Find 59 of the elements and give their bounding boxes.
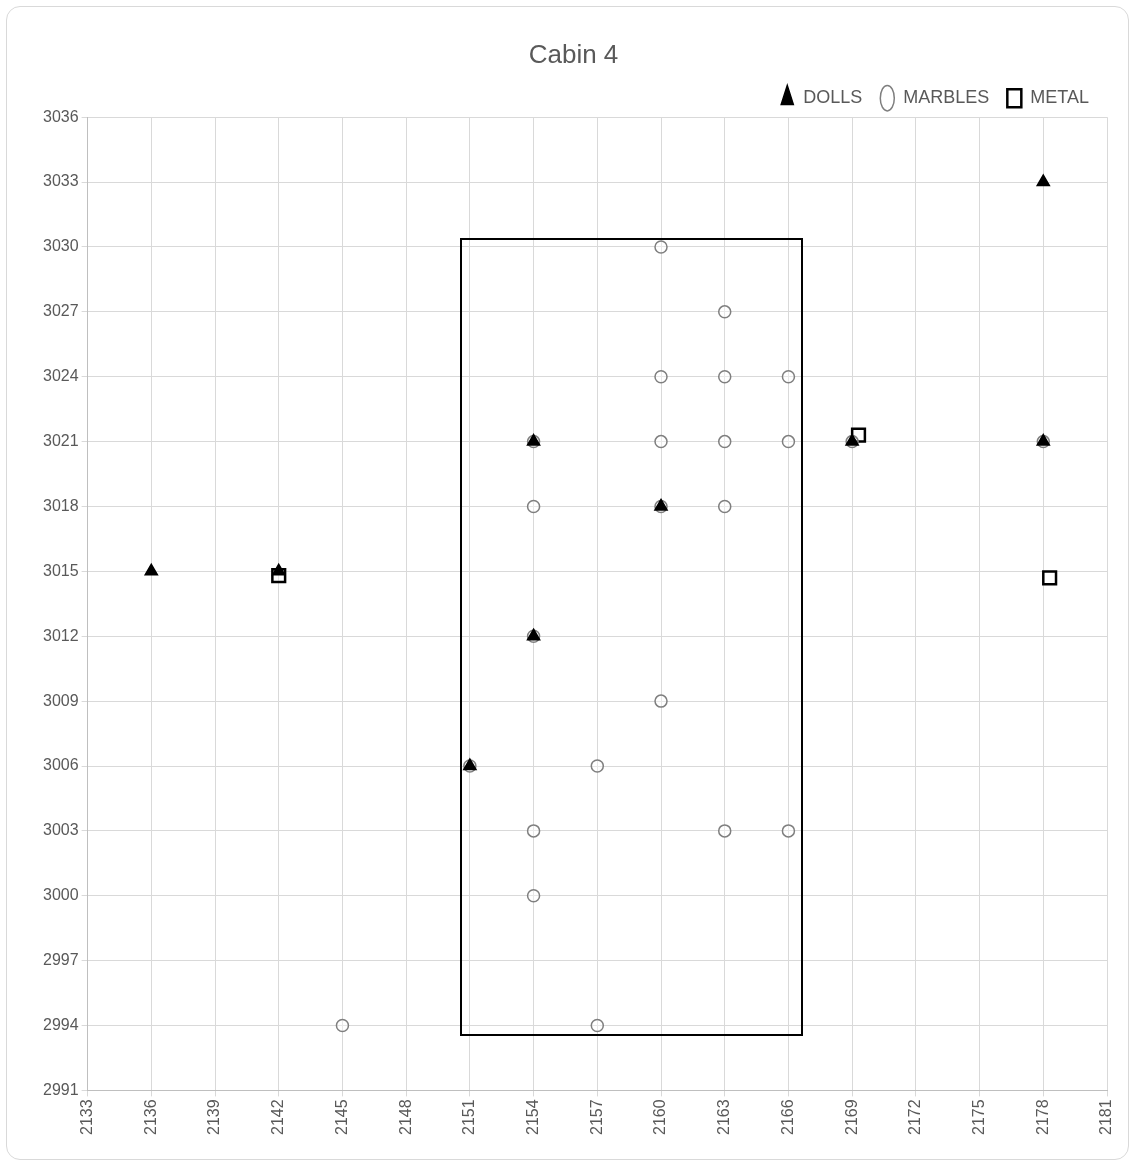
y-tick-label: 3006 <box>43 756 79 774</box>
point <box>654 240 668 254</box>
x-tick-label: 2169 <box>842 1099 860 1135</box>
point <box>526 499 541 514</box>
x-tick-label: 2172 <box>906 1099 924 1135</box>
y-tick-label: 3027 <box>43 302 79 320</box>
y-tick-label: 3015 <box>43 561 79 579</box>
point <box>590 759 605 773</box>
point <box>781 824 796 838</box>
x-tick-label: 2163 <box>715 1099 733 1135</box>
point <box>654 369 668 384</box>
x-tick-label: 2136 <box>141 1099 159 1135</box>
x-tick-label: 2181 <box>1097 1099 1115 1135</box>
point <box>1042 570 1058 586</box>
y-tick-label: 3024 <box>43 367 79 385</box>
point <box>717 434 732 449</box>
x-tick-label: 2151 <box>460 1099 478 1135</box>
point <box>335 1018 350 1033</box>
x-tick-label: 2166 <box>778 1099 796 1135</box>
y-tick-label: 3003 <box>43 821 79 839</box>
point <box>144 563 159 576</box>
y-tick-label: 2994 <box>43 1015 79 1033</box>
point <box>654 434 668 449</box>
chart-title: Cabin 4 <box>528 38 619 69</box>
x-tick-label: 2139 <box>205 1099 223 1135</box>
y-tick-label: 3021 <box>43 432 79 450</box>
x-tick-label: 2148 <box>396 1099 414 1135</box>
x-tick-label: 2160 <box>651 1099 669 1135</box>
y-tick-label: 3000 <box>43 886 79 904</box>
point <box>654 694 668 708</box>
y-tick-label: 3036 <box>43 107 79 125</box>
x-tick-label: 2178 <box>1033 1099 1051 1135</box>
point <box>717 369 732 384</box>
y-tick-label: 2997 <box>43 951 79 969</box>
point <box>590 1018 605 1033</box>
point <box>526 824 541 838</box>
x-tick-label: 2142 <box>269 1099 287 1135</box>
x-tick-label: 2154 <box>523 1099 541 1135</box>
y-tick-label: 3009 <box>43 691 79 709</box>
point <box>526 889 541 903</box>
point <box>781 369 796 384</box>
point <box>781 434 796 449</box>
point <box>1036 174 1051 187</box>
y-tick-label: 3012 <box>43 626 79 644</box>
x-tick-label: 2157 <box>587 1099 605 1135</box>
y-tick-label: 3018 <box>43 496 79 514</box>
point <box>271 563 286 576</box>
y-tick-label: 2991 <box>43 1080 79 1098</box>
legend-label: MARBLES <box>903 87 990 108</box>
x-tick-label: 2145 <box>332 1099 350 1135</box>
point <box>717 305 732 319</box>
legend-label: DOLLS <box>803 87 863 108</box>
point <box>717 824 732 838</box>
y-tick-label: 3033 <box>43 172 79 190</box>
x-tick-label: 2175 <box>969 1099 987 1135</box>
legend-label: METAL <box>1030 87 1090 108</box>
x-tick-label: 2133 <box>78 1099 95 1135</box>
y-tick-label: 3030 <box>43 237 79 255</box>
point <box>717 499 732 514</box>
